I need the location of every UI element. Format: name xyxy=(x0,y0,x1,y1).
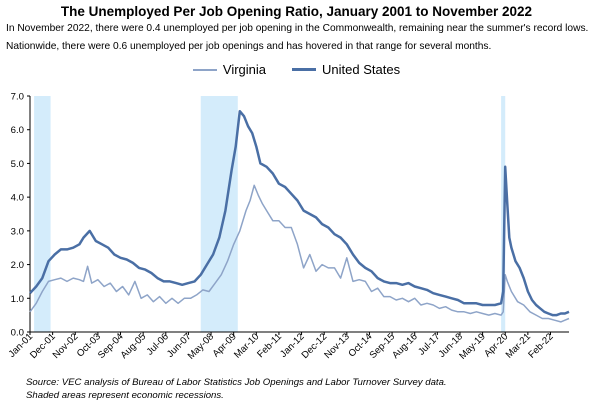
recession-band-1 xyxy=(34,96,51,332)
legend-label-united-states: United States xyxy=(322,62,401,77)
x-tick-label: Feb-11 xyxy=(255,331,284,360)
chart-source-note: Source: VEC analysis of Bureau of Labor … xyxy=(26,377,447,388)
recession-band-2 xyxy=(200,96,238,332)
legend-item-virginia: Virginia xyxy=(192,62,267,77)
legend-swatch-united-states xyxy=(292,68,317,71)
chart-subtitle-line-2: Nationwide, there were 0.6 unemployed pe… xyxy=(6,41,492,52)
y-tick-label: 5.0 xyxy=(11,159,24,170)
axis-layer: 0.01.02.03.04.05.06.07.0Jan-01Dec-01Nov-… xyxy=(7,92,569,362)
series-layer xyxy=(29,109,570,323)
legend-item-united-states: United States xyxy=(292,62,400,77)
x-tick-label: Nov-02 xyxy=(51,331,81,361)
series-line-united-states xyxy=(29,109,570,317)
series-line-virginia xyxy=(29,184,570,323)
x-tick-label: Aug-16 xyxy=(390,331,420,361)
x-tick-label: Mar-10 xyxy=(232,331,261,360)
y-tick-label: 7.0 xyxy=(11,92,24,103)
legend-swatch-virginia xyxy=(192,68,217,71)
y-tick-label: 0.0 xyxy=(11,328,24,339)
chart-recession-note: Shaded areas represent economic recessio… xyxy=(26,390,224,401)
x-tick-label: Nov-13 xyxy=(322,331,352,361)
chart-legend: Virginia United States xyxy=(0,62,593,77)
y-tick-label: 2.0 xyxy=(11,260,24,271)
y-tick-label: 4.0 xyxy=(11,193,24,204)
y-tick-label: 3.0 xyxy=(11,226,24,237)
legend-label-virginia: Virginia xyxy=(222,62,267,77)
recession-shading-layer xyxy=(34,96,506,332)
recession-band-3 xyxy=(501,96,506,332)
x-tick-label: Aug-05 xyxy=(119,331,149,361)
chart-title: The Unemployed Per Job Opening Ratio, Ja… xyxy=(60,4,533,19)
y-tick-label: 6.0 xyxy=(11,125,24,136)
y-tick-label: 1.0 xyxy=(11,294,24,305)
x-tick-label: Feb-22 xyxy=(526,331,555,360)
chart-subtitle-line-1: In November 2022, there were 0.4 unemplo… xyxy=(6,23,589,34)
